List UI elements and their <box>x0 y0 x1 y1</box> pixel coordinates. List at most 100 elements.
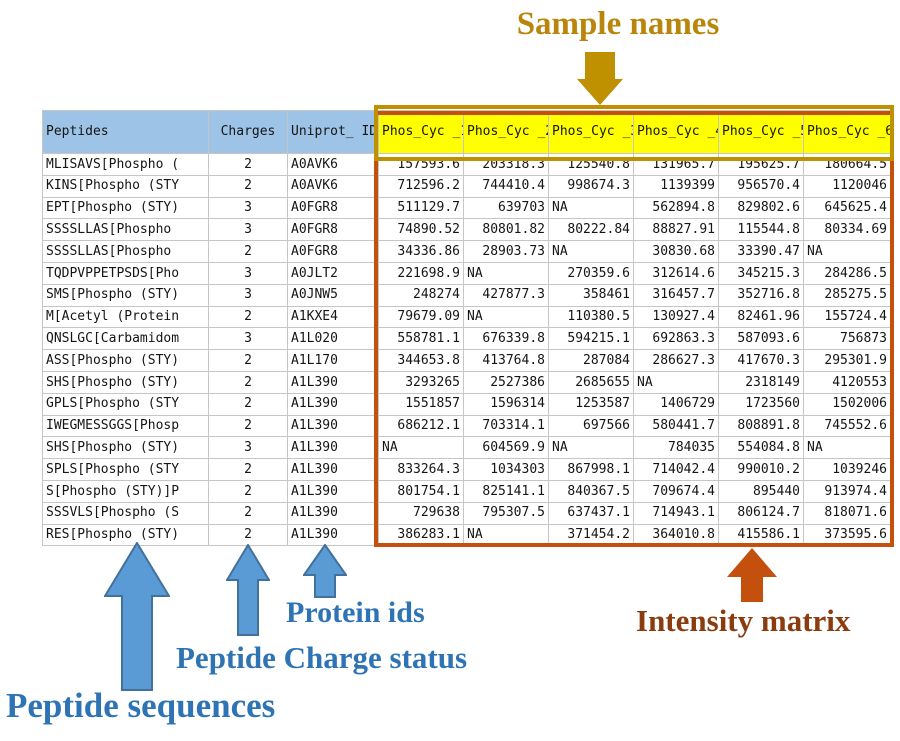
intensity-cell: 558781.1 <box>378 327 464 351</box>
uniprot-id-cell: A1KXE4 <box>287 305 379 329</box>
arrow-up-intensity-icon <box>727 548 777 602</box>
intensity-cell: 110380.5 <box>548 305 634 329</box>
intensity-cell: 415586.1 <box>718 523 804 547</box>
intensity-cell: 295301.9 <box>803 349 891 372</box>
charge-cell: 2 <box>208 523 288 547</box>
intensity-cell: 913974.4 <box>803 479 891 503</box>
charge-cell: 2 <box>208 305 288 329</box>
peptide-cell: SSSSLLAS[Phospho <box>42 240 209 263</box>
intensity-cell: 714042.4 <box>633 458 719 481</box>
intensity-cell: 697566 <box>548 414 634 438</box>
charge-cell: 2 <box>208 370 288 394</box>
charge-cell: 2 <box>208 479 288 503</box>
arrow-up-charges-icon <box>226 544 270 636</box>
intensity-cell: 2527386 <box>463 370 549 394</box>
col-header-charges: Charges <box>208 110 288 154</box>
intensity-cell: 801754.1 <box>378 479 464 503</box>
intensity-cell: 345215.3 <box>718 261 804 285</box>
intensity-cell: 729638 <box>378 501 464 525</box>
table-row: M[Acetyl (Protein 2 A1KXE4 79679.09 NA 110380… <box>42 305 891 329</box>
peptide-cell: QNSLGC[Carbamidom <box>42 327 209 351</box>
intensity-cell: 511129.7 <box>378 196 464 220</box>
peptide-cell: KINS[Phospho (STY <box>42 174 209 198</box>
intensity-cell: 88827.91 <box>633 218 719 242</box>
intensity-cell: 203318.3 <box>463 153 549 176</box>
intensity-cell: 840367.5 <box>548 479 634 503</box>
intensity-cell: 604569.9 <box>463 436 549 460</box>
arrow-up-uniprot-icon <box>303 544 347 598</box>
uniprot-id-cell: A0JNW5 <box>287 283 379 307</box>
intensity-cell: 2685655 <box>548 370 634 394</box>
intensity-cell: 80801.82 <box>463 218 549 242</box>
intensity-cell: 808891.8 <box>718 414 804 438</box>
intensity-cell: 427877.3 <box>463 283 549 307</box>
intensity-cell: 829802.6 <box>718 196 804 220</box>
uniprot-id-cell: A0AVK6 <box>287 153 379 176</box>
intensity-cell: 686212.1 <box>378 414 464 438</box>
intensity-cell: 639703 <box>463 196 549 220</box>
intensity-cell: 1120046 <box>803 174 891 198</box>
intensity-cell: 580441.7 <box>633 414 719 438</box>
intensity-cell: 744410.4 <box>463 174 549 198</box>
table-row: SMS[Phospho (STY) 3 A0JNW5 248274 427877.3 35… <box>42 283 891 307</box>
intensity-cell: 28903.73 <box>463 240 549 263</box>
table-row: SPLS[Phospho (STY 2 A1L390 833264.3 1034303 8… <box>42 458 891 481</box>
intensity-cell: 833264.3 <box>378 458 464 481</box>
intensity-cell: 284286.5 <box>803 261 891 285</box>
intensity-cell: NA <box>803 436 891 460</box>
intensity-cell: 312614.6 <box>633 261 719 285</box>
intensity-cell: 358461 <box>548 283 634 307</box>
intensity-cell: 286627.3 <box>633 349 719 372</box>
intensity-cell: NA <box>378 436 464 460</box>
intensity-cell: 413764.8 <box>463 349 549 372</box>
intensity-cell: 818071.6 <box>803 501 891 525</box>
col-header-peptides: Peptides <box>42 110 209 154</box>
intensity-cell: 285275.5 <box>803 283 891 307</box>
intensity-cell: 115544.8 <box>718 218 804 242</box>
intensity-cell: 594215.1 <box>548 327 634 351</box>
intensity-cell: 1039246 <box>803 458 891 481</box>
intensity-cell: 364010.8 <box>633 523 719 547</box>
intensity-cell: 587093.6 <box>718 327 804 351</box>
sample-column-header: Phos_Cyc _1 <box>378 110 464 154</box>
charge-cell: 3 <box>208 327 288 351</box>
table-row: SSSSLLAS[Phospho 2 A0FGR8 34336.86 28903.73 N… <box>42 240 891 263</box>
sample-names-label: Sample names <box>516 6 720 42</box>
intensity-cell: NA <box>633 370 719 394</box>
intensity-cell: 155724.4 <box>803 305 891 329</box>
charge-cell: 3 <box>208 283 288 307</box>
intensity-cell: NA <box>803 240 891 263</box>
intensity-cell: 79679.09 <box>378 305 464 329</box>
intensity-cell: 990010.2 <box>718 458 804 481</box>
intensity-cell: 82461.96 <box>718 305 804 329</box>
intensity-cell: 676339.8 <box>463 327 549 351</box>
intensity-cell: 709674.4 <box>633 479 719 503</box>
arrow-up-peptides-icon <box>104 542 170 691</box>
intensity-cell: 795307.5 <box>463 501 549 525</box>
protein-ids-label: Protein ids <box>286 596 425 629</box>
intensity-cell: 692863.3 <box>633 327 719 351</box>
intensity-cell: NA <box>548 240 634 263</box>
intensity-cell: 74890.52 <box>378 218 464 242</box>
intensity-cell: 352716.8 <box>718 283 804 307</box>
charge-cell: 2 <box>208 392 288 416</box>
intensity-cell: 714943.1 <box>633 501 719 525</box>
charge-cell: 2 <box>208 240 288 263</box>
col-header-uniprot-ids: Uniprot_ IDs <box>287 110 379 154</box>
peptide-cell: M[Acetyl (Protein <box>42 305 209 329</box>
charge-cell: 2 <box>208 458 288 481</box>
intensity-cell: 1551857 <box>378 392 464 416</box>
intensity-cell: 1034303 <box>463 458 549 481</box>
intensity-cell: 386283.1 <box>378 523 464 547</box>
uniprot-id-cell: A1L390 <box>287 479 379 503</box>
peptide-charge-status-label: Peptide Charge status <box>176 640 468 675</box>
peptide-cell: IWEGMESSGGS[Phosp <box>42 414 209 438</box>
uniprot-id-cell: A1L390 <box>287 501 379 525</box>
intensity-cell: 3293265 <box>378 370 464 394</box>
intensity-cell: 637437.1 <box>548 501 634 525</box>
table-body: MLISAVS[Phospho (2 A0AVK6 157593.6 203318.3… <box>42 153 891 547</box>
charge-cell: 2 <box>208 349 288 372</box>
intensity-cell: 554084.8 <box>718 436 804 460</box>
intensity-cell: 1253587 <box>548 392 634 416</box>
